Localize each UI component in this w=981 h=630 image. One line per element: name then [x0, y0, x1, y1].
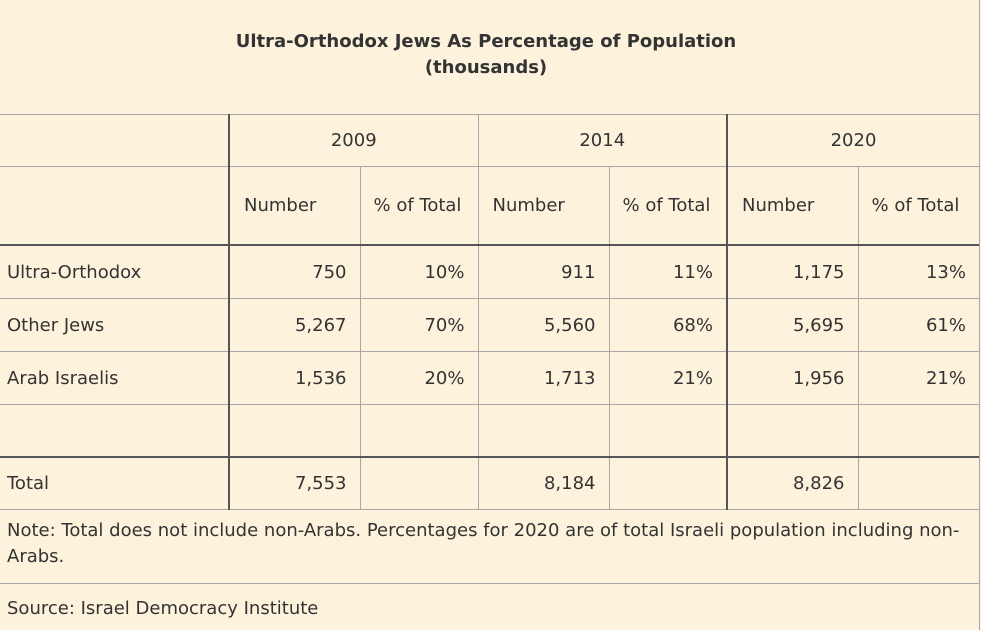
table-row: Ultra-Orthodox 750 10% 911 11% 1,175 13%	[0, 245, 979, 299]
data-cell: 1,175	[726, 245, 858, 299]
row-label: Arab Israelis	[0, 351, 229, 405]
table-row: Other Jews 5,267 70% 5,560 68% 5,695 61%	[0, 298, 979, 352]
data-cell: 21%	[608, 351, 727, 405]
title-block: Ultra-Orthodox Jews As Percentage of Pop…	[0, 0, 979, 115]
blank-row	[0, 404, 979, 458]
data-cell: 61%	[857, 298, 979, 352]
table-subtitle: (thousands)	[424, 57, 548, 78]
table-source: Source: Israel Democracy Institute	[7, 598, 319, 619]
data-cell: 1,713	[477, 351, 609, 405]
total-cell: 8,184	[477, 457, 609, 510]
source-divider	[0, 583, 979, 584]
subheader-pct: % of Total	[857, 166, 979, 246]
corner-cell	[0, 114, 229, 167]
table-note: Note: Total does not include non-Arabs. …	[7, 520, 960, 567]
table-title: Ultra-Orthodox Jews As Percentage of Pop…	[235, 31, 737, 52]
data-cell: 1,956	[726, 351, 858, 405]
data-cell: 5,695	[726, 298, 858, 352]
year-header-row: 2009 2014 2020	[0, 114, 979, 167]
subheader-number: Number	[228, 166, 360, 246]
corner-cell	[0, 166, 229, 246]
row-label: Other Jews	[0, 298, 229, 352]
blank-cell	[608, 404, 727, 458]
blank-cell	[228, 404, 360, 458]
total-cell: 8,826	[726, 457, 858, 510]
total-row: Total 7,553 8,184 8,826	[0, 457, 979, 510]
blank-cell	[359, 404, 478, 458]
blank-cell	[477, 404, 609, 458]
subheader-number: Number	[726, 166, 858, 246]
total-cell: 7,553	[228, 457, 360, 510]
subheader-pct: % of Total	[359, 166, 478, 246]
total-cell	[359, 457, 478, 510]
blank-cell	[726, 404, 858, 458]
data-cell: 11%	[608, 245, 727, 299]
table-row: Arab Israelis 1,536 20% 1,713 21% 1,956 …	[0, 351, 979, 405]
data-cell: 5,267	[228, 298, 360, 352]
subheader-number: Number	[477, 166, 609, 246]
data-cell: 5,560	[477, 298, 609, 352]
subheader-pct: % of Total	[608, 166, 727, 246]
row-label: Ultra-Orthodox	[0, 245, 229, 299]
data-cell: 1,536	[228, 351, 360, 405]
data-cell: 10%	[359, 245, 478, 299]
total-cell	[608, 457, 727, 510]
data-cell: 911	[477, 245, 609, 299]
total-cell	[857, 457, 979, 510]
data-cell: 20%	[359, 351, 478, 405]
year-header-2009: 2009	[228, 114, 478, 167]
blank-cell	[857, 404, 979, 458]
data-cell: 750	[228, 245, 360, 299]
data-cell: 70%	[359, 298, 478, 352]
year-header-2014: 2014	[477, 114, 727, 167]
subheader-row: Number % of Total Number % of Total Numb…	[0, 166, 979, 246]
blank-cell	[0, 404, 229, 458]
data-cell: 21%	[857, 351, 979, 405]
total-label: Total	[0, 457, 229, 510]
year-header-2020: 2020	[726, 114, 979, 167]
data-table: 2009 2014 2020 Number % of Total Number …	[0, 114, 979, 510]
data-cell: 13%	[857, 245, 979, 299]
data-cell: 68%	[608, 298, 727, 352]
